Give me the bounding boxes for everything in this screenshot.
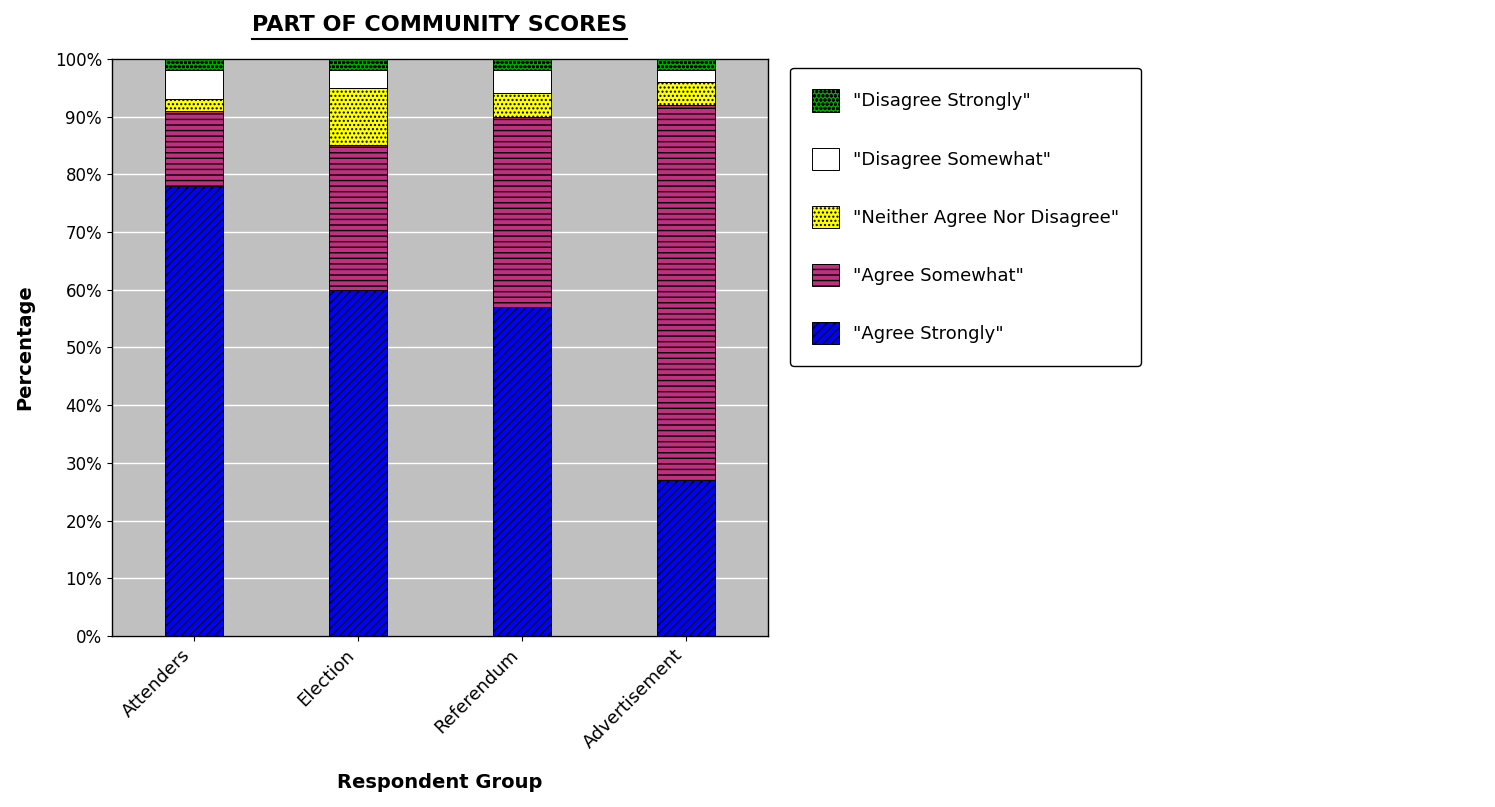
Bar [164,59,223,70]
Title: PART OF COMMUNITY SCORES: PART OF COMMUNITY SCORES [253,15,628,35]
Bar [493,59,550,70]
Bar [329,70,387,88]
Y-axis label: Percentage: Percentage [15,285,34,411]
Bar [329,145,387,290]
X-axis label: Respondent Group: Respondent Group [338,773,543,792]
Legend: "Disagree Strongly", "Disagree Somewhat", "Neither Agree Nor Disagree", "Agree S: "Disagree Strongly", "Disagree Somewhat"… [789,68,1141,366]
Bar [164,99,223,111]
Bar [329,88,387,145]
Bar [658,82,715,105]
Bar [164,111,223,186]
Bar [493,70,550,94]
Bar [658,480,715,636]
Bar [493,116,550,307]
Bar [493,94,550,116]
Bar [658,105,715,480]
Bar [658,59,715,70]
Bar [658,70,715,82]
Bar [164,186,223,636]
Bar [164,70,223,99]
Bar [493,307,550,636]
Bar [329,59,387,70]
Bar [329,290,387,636]
